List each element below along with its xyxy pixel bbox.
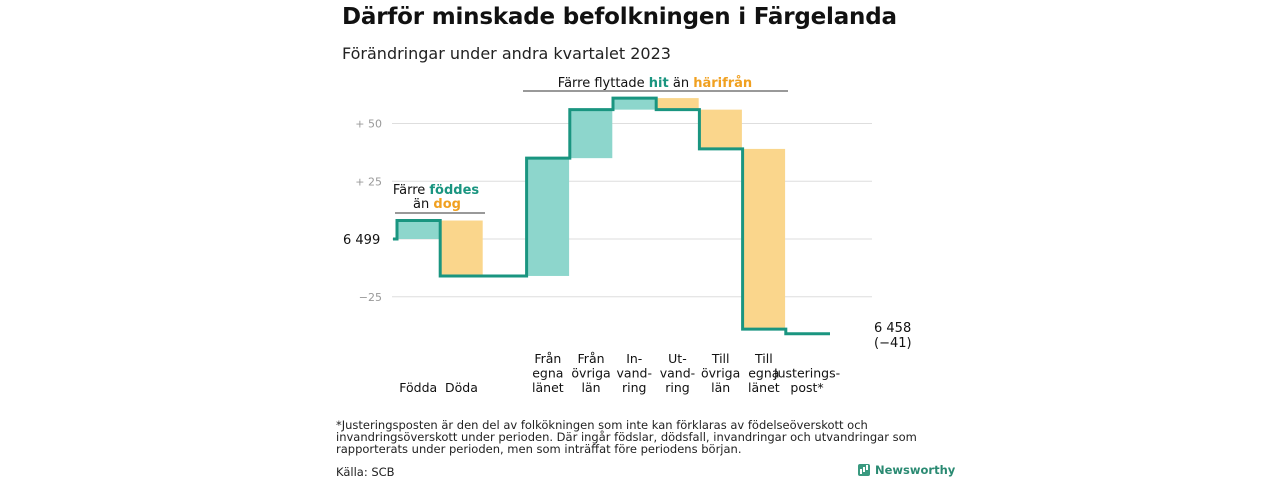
bar-invandring: [613, 98, 656, 110]
category-label: vand-: [660, 366, 695, 381]
category-label: Från: [578, 351, 605, 366]
category-label: egna: [532, 366, 563, 381]
category-label: övriga: [701, 366, 740, 381]
waterfall-chart: + 50+ 25−25 Födda DödaFrånegnalänetFrånöv…: [343, 76, 912, 395]
start-value-label: 6 499: [343, 233, 380, 248]
bar-födda: [397, 220, 440, 239]
source-label: Källa: SCB: [336, 465, 395, 479]
bar-frånövrigalän: [569, 109, 613, 159]
category-label: län: [711, 380, 730, 395]
category-label: ring: [665, 380, 689, 395]
end-change-label: (−41): [874, 336, 912, 351]
annotation-text: än dog: [413, 197, 461, 212]
category-label: Födda: [399, 380, 437, 395]
category-label: länet: [532, 380, 564, 395]
annotation-text: Färre föddes: [393, 183, 480, 198]
category-label: Till: [711, 351, 730, 366]
y-tick-label: + 50: [355, 118, 382, 131]
bar-döda: [440, 220, 483, 276]
bar-tillövrigalän: [699, 109, 742, 149]
category-label: länet: [748, 380, 780, 395]
chart-subtitle: Förändringar under andra kvartalet 2023: [342, 44, 671, 63]
category-label: övriga: [571, 366, 610, 381]
category-label: egna: [748, 366, 779, 381]
annotation-text: Färre flyttade hit än härifrån: [558, 76, 752, 91]
category-label: ring: [622, 380, 646, 395]
cumulative-step-line: [393, 96, 830, 336]
brand-name: Newsworthy: [875, 463, 956, 477]
chart-title: Därför minskade befolkningen i Färgeland…: [342, 4, 897, 30]
y-tick-label: + 25: [355, 175, 382, 188]
bar-tillegnalänet: [742, 148, 786, 330]
brand-logo: Newsworthy: [858, 463, 955, 477]
y-tick-label: −25: [359, 291, 382, 304]
category-label: vand-: [617, 366, 652, 381]
bar-utvandring: [656, 98, 699, 110]
end-value-label: 6 458: [874, 321, 911, 336]
category-label: Till: [754, 351, 773, 366]
category-label: post*: [790, 380, 823, 395]
bar-frånegnalänet: [526, 158, 570, 276]
footnote: *Justeringsposten är den del av folkökni…: [336, 418, 917, 456]
category-label: Döda: [445, 380, 478, 395]
newsworthy-icon: [858, 464, 870, 476]
category-label: In-: [626, 351, 642, 366]
category-label: Justerings-: [773, 366, 840, 381]
category-label: Ut-: [668, 351, 687, 366]
category-label: Från: [534, 351, 561, 366]
category-label: län: [582, 380, 601, 395]
